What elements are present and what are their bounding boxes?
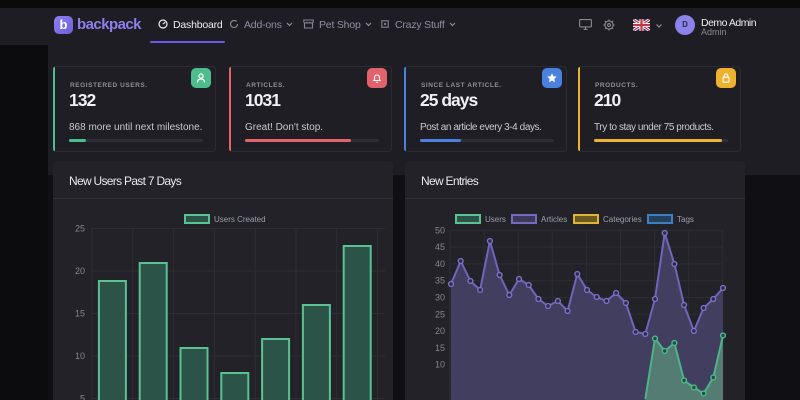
svg-text:40: 40	[435, 259, 445, 269]
svg-text:30: 30	[435, 293, 445, 303]
svg-text:20: 20	[75, 266, 85, 276]
svg-text:10: 10	[75, 351, 85, 361]
svg-text:10: 10	[435, 360, 445, 370]
svg-text:5: 5	[80, 394, 85, 400]
svg-text:50: 50	[435, 225, 445, 235]
svg-text:45: 45	[435, 242, 445, 252]
svg-text:25: 25	[75, 224, 85, 234]
svg-text:20: 20	[435, 326, 445, 336]
svg-text:35: 35	[435, 276, 445, 286]
svg-text:15: 15	[435, 343, 445, 353]
svg-text:25: 25	[435, 309, 445, 319]
svg-text:15: 15	[75, 309, 85, 319]
